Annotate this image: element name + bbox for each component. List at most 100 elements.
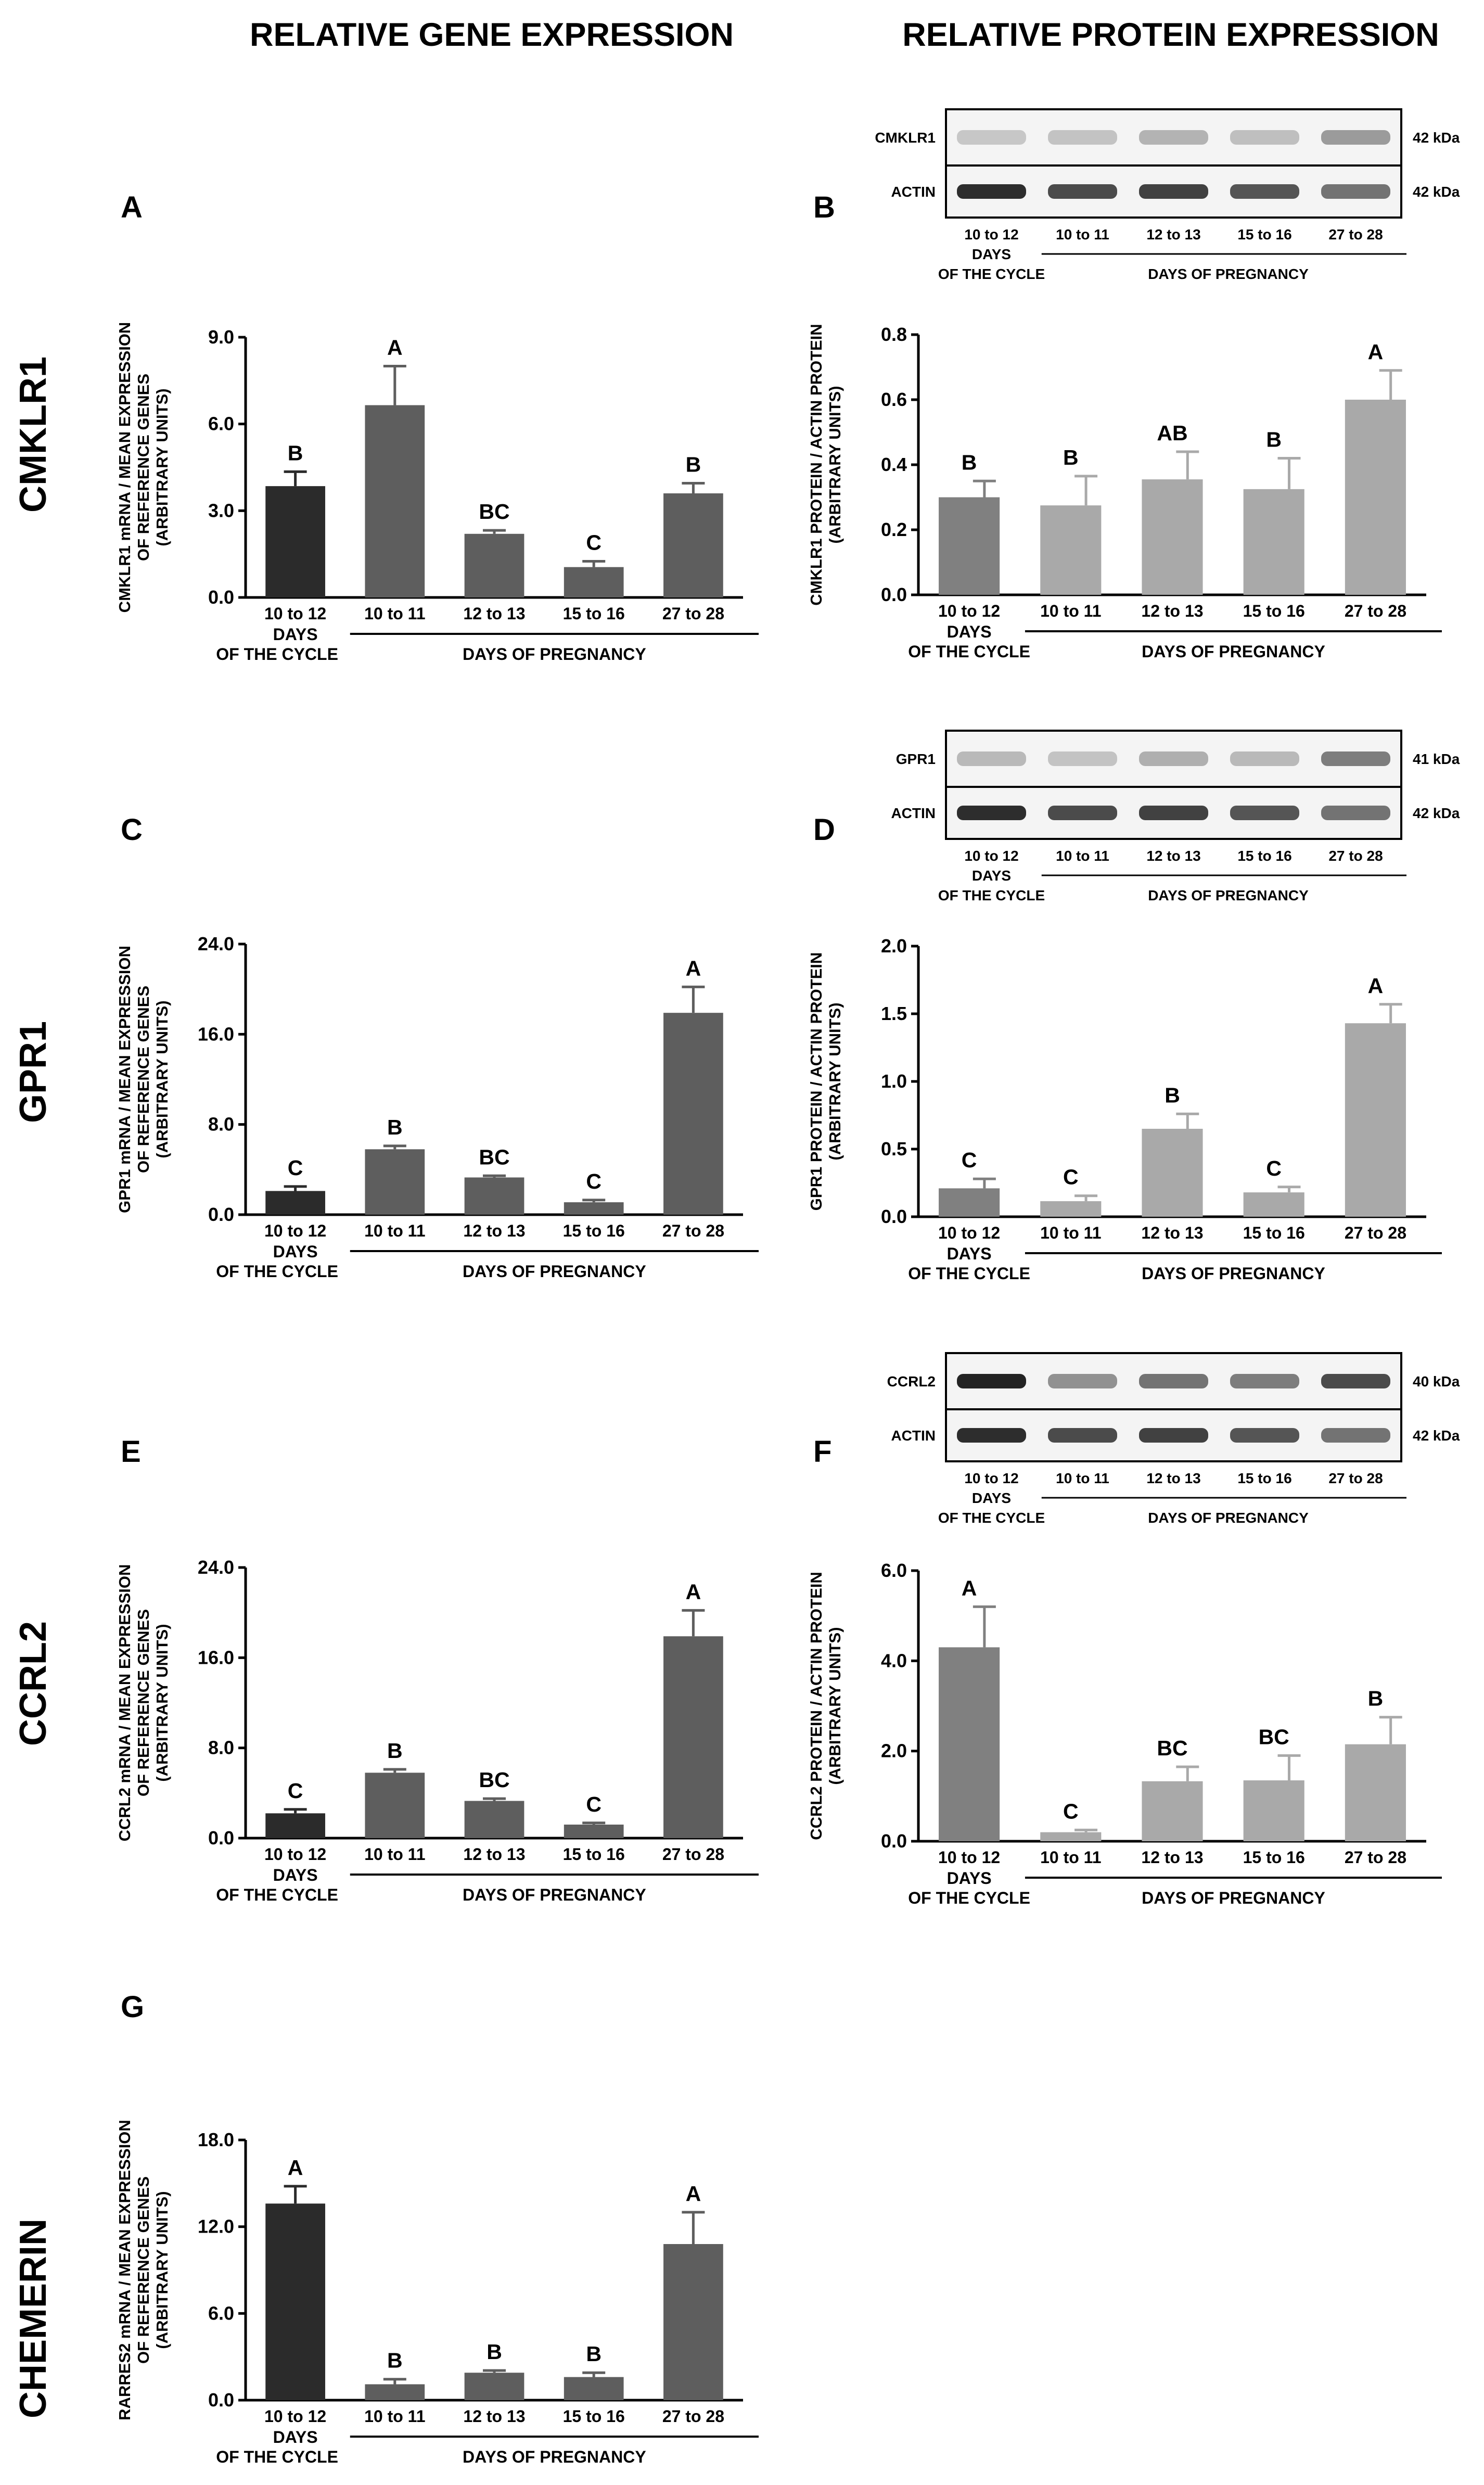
- blot-band: [957, 751, 1026, 766]
- group-label-cycle: DAYS: [947, 1244, 992, 1263]
- group-label-pregnancy: DAYS OF PREGNANCY: [463, 1885, 646, 1904]
- y-axis-title: CMKLR1 PROTEIN / ACTIN PROTEIN(ARBITRARY…: [807, 324, 844, 605]
- bar: [365, 2384, 425, 2400]
- group-label-cycle: DAYS: [947, 622, 992, 641]
- category-label: 12 to 13: [463, 1221, 525, 1240]
- blot-band: [957, 184, 1026, 199]
- y-tick-label: 6.0: [208, 413, 234, 435]
- column-title-protein: RELATIVE PROTEIN EXPRESSION: [902, 17, 1439, 53]
- significance-letter: BC: [479, 1768, 509, 1792]
- category-label: 12 to 13: [463, 604, 525, 623]
- y-tick-label: 1.0: [881, 1071, 907, 1092]
- category-label: 12 to 13: [1141, 1848, 1203, 1867]
- bar: [464, 1801, 524, 1838]
- chart-panel-b: B 0.0 0.2 0.4 0.6 0.8 CMKLR1 PROTEIN / ACTIN P…: [807, 190, 1442, 661]
- blot-group-cycle: OF THE CYCLE: [938, 887, 1045, 903]
- bar: [663, 1013, 723, 1215]
- category-label: 27 to 28: [1345, 1848, 1406, 1867]
- significance-letter: C: [1266, 1156, 1282, 1180]
- significance-letter: B: [1165, 1083, 1180, 1107]
- blot-group-cycle: DAYS: [972, 868, 1011, 884]
- blot-band: [1048, 751, 1117, 766]
- y-tick-label: 16.0: [198, 1023, 234, 1044]
- bar: [1040, 1201, 1102, 1217]
- group-label-cycle: OF THE CYCLE: [908, 642, 1030, 661]
- y-tick-label: 0.2: [881, 519, 907, 540]
- significance-letter: A: [686, 2182, 701, 2206]
- blot-lane-label: 10 to 12: [964, 1470, 1018, 1486]
- category-label: 15 to 16: [563, 604, 625, 623]
- blot-lane-label: 15 to 16: [1237, 848, 1291, 864]
- bar: [464, 533, 524, 597]
- category-label: 27 to 28: [662, 2407, 724, 2426]
- significance-letter: B: [686, 453, 701, 477]
- blot-row-label: ACTIN: [891, 184, 936, 200]
- chart-panel-f: F 0.0 2.0 4.0 6.0 CCRL2 PROTEIN / ACTIN PROTE…: [807, 1435, 1442, 1907]
- row-title-chemerin: CHEMERIN: [12, 2219, 54, 2418]
- blot-lane-label: 10 to 12: [964, 226, 1018, 243]
- y-tick-label: 2.0: [881, 1740, 907, 1762]
- category-label: 27 to 28: [1345, 602, 1406, 620]
- blot-band: [1139, 1428, 1208, 1443]
- y-tick-label: 0.0: [881, 1830, 907, 1852]
- blot-lane-label: 10 to 12: [964, 848, 1018, 864]
- bar: [1243, 1780, 1304, 1841]
- blot-band: [1139, 1374, 1208, 1388]
- bar: [663, 1636, 723, 1838]
- bar: [365, 1773, 425, 1838]
- panel-letter: B: [813, 190, 835, 224]
- blot-row-label: GPR1: [896, 751, 936, 767]
- molecular-weight-label: 40 kDa: [1413, 1373, 1460, 1390]
- blot-group-cycle: OF THE CYCLE: [938, 266, 1045, 282]
- bar: [1040, 505, 1102, 595]
- row-title-ccrl2: CCRL2: [12, 1621, 54, 1746]
- bar: [564, 2377, 624, 2400]
- category-label: 10 to 12: [264, 2407, 326, 2426]
- blot-lane-label: 27 to 28: [1328, 1470, 1383, 1486]
- y-tick-label: 6.0: [208, 2302, 234, 2324]
- significance-letter: C: [586, 531, 602, 555]
- significance-letter: AB: [1157, 421, 1187, 445]
- panel-letter: F: [813, 1435, 831, 1469]
- y-axis-title-line: (ARBITRARY UNITS): [153, 1000, 171, 1158]
- western-blot-b: CMKLR1 42 kDa ACTIN 42 kDa 10 to 12 10 to 11 1…: [875, 108, 1460, 282]
- blot-band: [1230, 1428, 1299, 1443]
- blot-lane-label: 10 to 11: [1056, 1470, 1109, 1486]
- significance-letter: B: [1266, 428, 1282, 452]
- y-tick-label: 0.0: [208, 587, 234, 608]
- group-label-cycle: OF THE CYCLE: [908, 1889, 1030, 1907]
- western-blot-d: GPR1 41 kDa ACTIN 42 kDa 10 to 12 10 to 11 12 …: [891, 730, 1460, 903]
- blot-lane-label: 12 to 13: [1146, 1470, 1200, 1486]
- group-label-pregnancy: DAYS OF PREGNANCY: [1142, 642, 1325, 661]
- column-title-gene: RELATIVE GENE EXPRESSION: [250, 17, 734, 53]
- y-axis-title-line: CMKLR1 mRNA / MEAN EXPRESSION: [116, 322, 134, 613]
- chart-panel-d: D 0.0 0.5 1.0 1.5 2.0 GPR1 PROTEIN / ACTIN PRO…: [807, 813, 1442, 1283]
- blot-row-label: ACTIN: [891, 1428, 936, 1444]
- y-tick-label: 0.0: [208, 1204, 234, 1225]
- significance-letter: A: [1368, 340, 1384, 364]
- category-label: 12 to 13: [1141, 1224, 1203, 1242]
- significance-letter: C: [288, 1779, 303, 1803]
- category-label: 15 to 16: [1243, 602, 1305, 620]
- molecular-weight-label: 42 kDa: [1413, 1428, 1460, 1444]
- blot-lane-label: 27 to 28: [1328, 848, 1383, 864]
- bar: [265, 486, 325, 597]
- group-label-pregnancy: DAYS OF PREGNANCY: [463, 1262, 646, 1281]
- blot-band: [1321, 1374, 1390, 1388]
- significance-letter: BC: [479, 500, 509, 524]
- significance-letter: A: [962, 1576, 977, 1600]
- significance-letter: B: [387, 1739, 403, 1763]
- group-label-cycle: DAYS: [273, 1242, 318, 1261]
- y-axis-title-line: OF REFERENCE GENES: [134, 374, 152, 561]
- significance-letter: A: [686, 956, 701, 980]
- molecular-weight-label: 42 kDa: [1413, 184, 1460, 200]
- bar: [663, 2244, 723, 2400]
- category-label: 12 to 13: [1141, 602, 1203, 620]
- y-axis-title-line: (ARBITRARY UNITS): [153, 2191, 171, 2349]
- group-label-cycle: OF THE CYCLE: [908, 1264, 1030, 1283]
- group-label-cycle: DAYS: [273, 2428, 318, 2446]
- significance-letter: B: [1368, 1687, 1384, 1711]
- blot-band: [1139, 184, 1208, 199]
- blot-band: [1230, 1374, 1299, 1388]
- blot-band: [1321, 806, 1390, 820]
